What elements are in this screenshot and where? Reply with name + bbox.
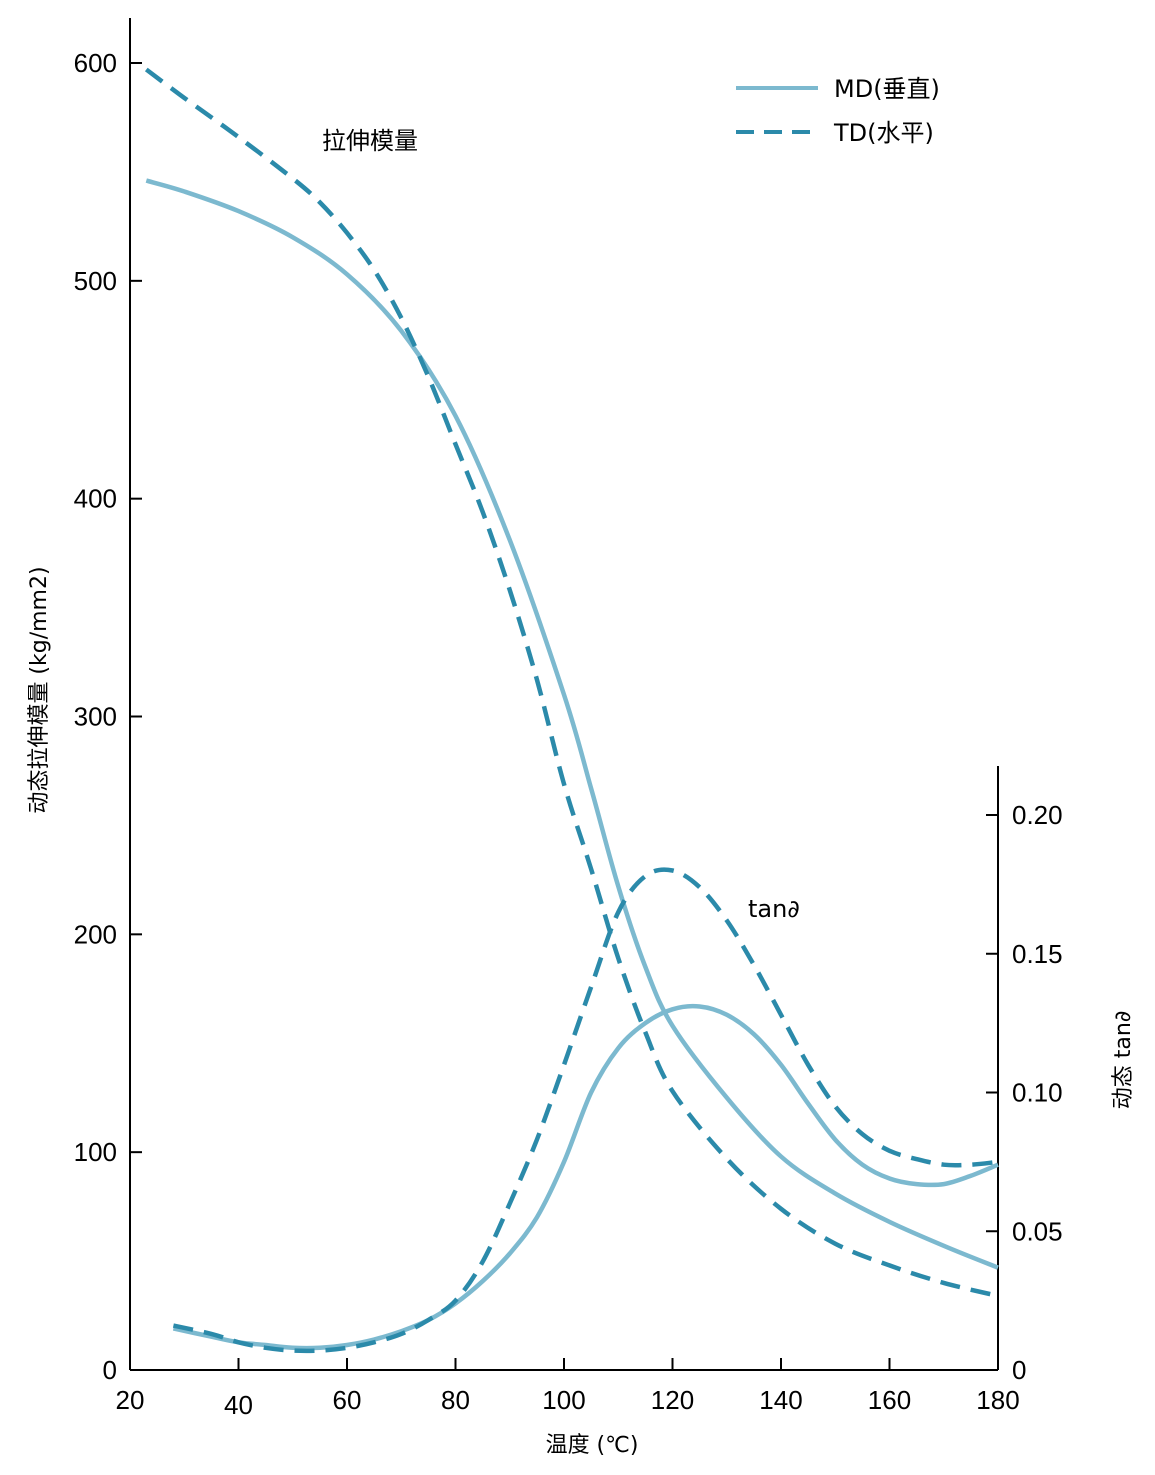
modulus-md-line (145, 178, 999, 1270)
y-right-tick-label: 0.05 (1012, 1216, 1063, 1246)
y-left-tick-label: 600 (74, 48, 117, 78)
x-tick-label: 140 (759, 1385, 802, 1415)
y-left-tick-label: 0 (103, 1355, 117, 1385)
tan-md-line (172, 1003, 999, 1351)
x-tick-label: 180 (976, 1385, 1019, 1415)
legend-td-label: TD(水平) (833, 119, 934, 147)
annotation-modulus: 拉伸模量 (322, 127, 418, 155)
y-left-tick-label: 500 (74, 266, 117, 296)
x-tick-label: 40 (224, 1390, 253, 1420)
y-left-tick-label: 200 (74, 919, 117, 949)
x-axis-title: 温度 (℃) (546, 1433, 639, 1458)
y-right-tick-label: 0.10 (1012, 1078, 1063, 1108)
y-right-tick-label: 0.20 (1012, 800, 1063, 830)
x-tick-label: 20 (116, 1385, 145, 1415)
tick-group: 20 40 60 80 100 120 140 160 18001002003004005006… (74, 48, 1063, 1420)
y-axis-right-title: 动态 tan∂ (1111, 1011, 1136, 1109)
x-tick-label: 60 (333, 1385, 362, 1415)
x-tick-label: 160 (868, 1385, 911, 1415)
legend-md-label: MD(垂直) (834, 75, 940, 103)
y-left-tick-label: 300 (74, 702, 117, 732)
modulus-td-line (144, 67, 999, 1299)
tan-td-line (172, 867, 999, 1354)
x-tick-label: 120 (651, 1385, 694, 1415)
y-right-tick-label: 0 (1012, 1355, 1026, 1385)
annotation-tan: tan∂ (748, 895, 800, 923)
x-tick-label: 100 (542, 1385, 585, 1415)
y-left-tick-label: 400 (74, 484, 117, 514)
legend: MD(垂直) TD(水平) (736, 75, 940, 147)
y-right-tick-label: 0.15 (1012, 939, 1063, 969)
y-axis-left-title: 动态拉伸模量 (kg/mm2) (27, 566, 52, 813)
y-left-tick-label: 100 (74, 1137, 117, 1167)
series-group (144, 67, 999, 1354)
x-tick-label: 80 (441, 1385, 470, 1415)
